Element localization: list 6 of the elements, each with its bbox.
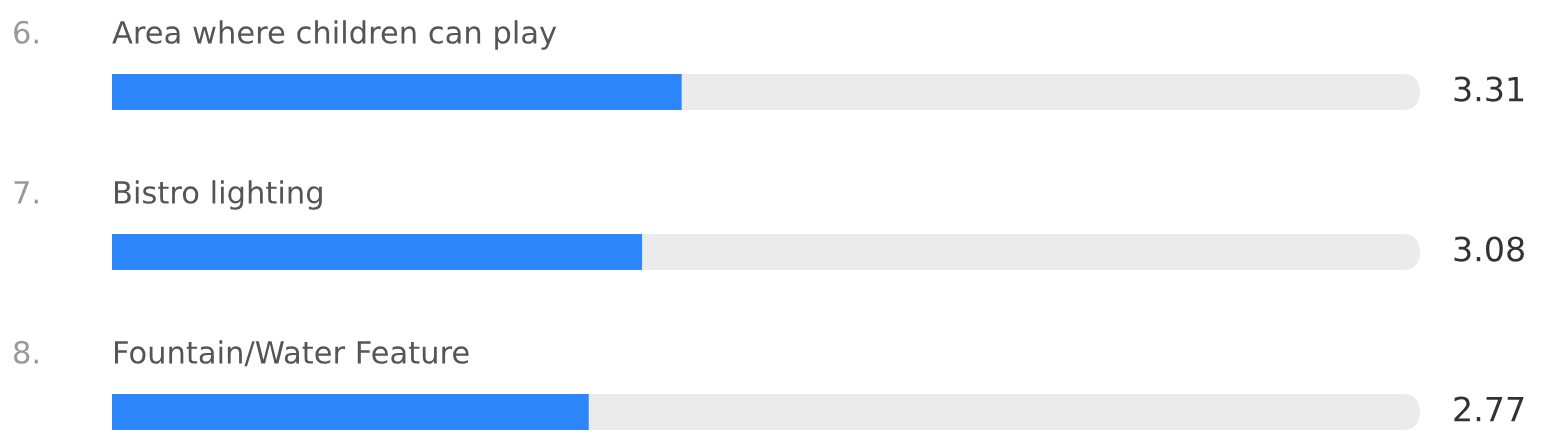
data-label: 3.08 — [1454, 236, 1524, 262]
category-label: 6. Area where children can play — [14, 20, 557, 50]
data-label: 2.77 — [1454, 396, 1524, 422]
data-label: 3.31 — [1454, 76, 1524, 102]
category-label: 8. Fountain/Water Feature — [14, 340, 469, 367]
category-label: 7. Bistro lighting — [14, 180, 322, 210]
